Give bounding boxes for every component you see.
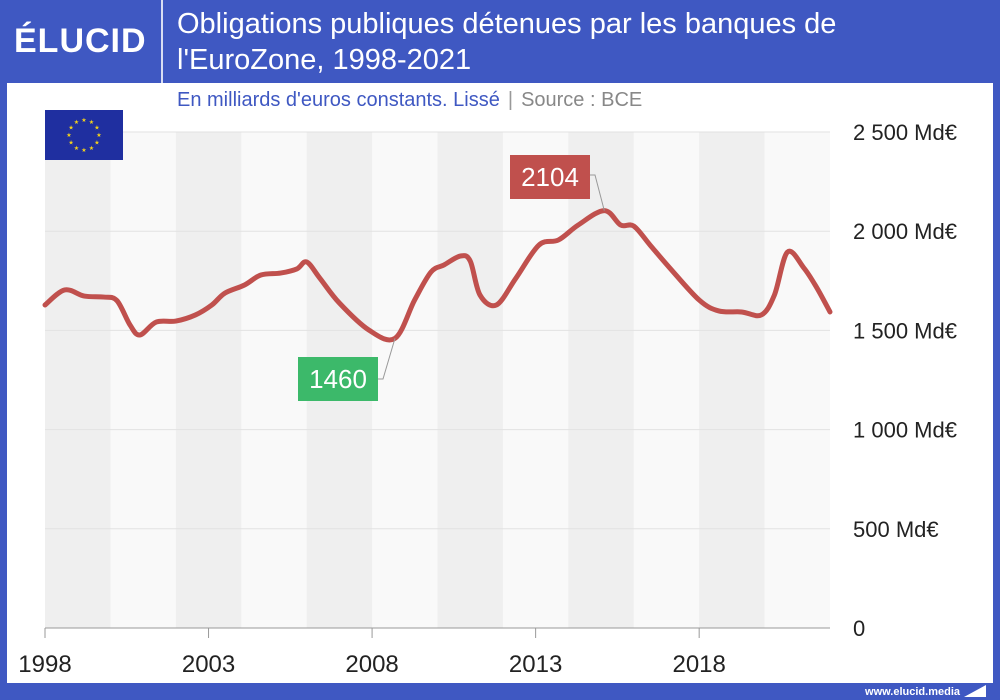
- footer-url: www.elucid.media: [865, 686, 960, 698]
- series-line: [42, 208, 833, 343]
- source-text: Source : BCE: [521, 89, 643, 111]
- y-tick-label: 2 500 Md€: [853, 120, 957, 145]
- band: [437, 132, 503, 628]
- subtitle-text: En milliards d'euros constants. Lissé: [177, 89, 500, 111]
- eu-flag-icon: ★ ★ ★ ★ ★ ★ ★ ★ ★ ★ ★ ★: [45, 110, 123, 160]
- annotation-box-max: [510, 155, 590, 199]
- annotation-leader: [590, 174, 605, 211]
- elucid-logo: ÉLUCID: [14, 22, 147, 60]
- chart-subtitle: En milliards d'euros constants. Lissé | So…: [177, 89, 642, 112]
- flag-star: ★: [94, 140, 99, 147]
- y-tick-label: 0: [853, 616, 865, 641]
- annotation-label-max: 2104: [521, 162, 579, 192]
- x-tick-label: 2018: [672, 651, 725, 678]
- flag-star: ★: [89, 145, 94, 152]
- x-tick-label: 1998: [18, 651, 71, 678]
- band: [699, 132, 765, 628]
- x-tick-label: 2013: [509, 651, 562, 678]
- flag-star: ★: [74, 119, 79, 126]
- flag-star: ★: [66, 132, 71, 139]
- subtitle-separator: |: [507, 89, 514, 111]
- y-tick-label: 1 500 Md€: [853, 318, 957, 343]
- band: [45, 132, 111, 628]
- x-tick-label: 2003: [182, 651, 235, 678]
- flag-star: ★: [81, 117, 86, 124]
- header-divider: [161, 0, 163, 83]
- elucid-footer-icon: [964, 685, 986, 697]
- y-tick-label: 500 Md€: [853, 517, 939, 542]
- annotation-label-min: 1460: [309, 364, 367, 394]
- flag-star: ★: [68, 125, 73, 132]
- flag-star: ★: [94, 125, 99, 132]
- annotation-leader: [378, 338, 396, 380]
- chart-title: Obligations publiques détenues par les b…: [177, 8, 837, 76]
- header: ÉLUCID Obligations publiques détenues pa…: [0, 0, 1000, 83]
- flag-star: ★: [68, 140, 73, 147]
- y-tick-label: 1 000 Md€: [853, 418, 957, 443]
- flag-star: ★: [74, 145, 79, 152]
- annotation-box-min: [298, 357, 378, 401]
- flag-star: ★: [81, 147, 86, 154]
- flag-star: ★: [96, 132, 101, 139]
- band: [568, 132, 634, 628]
- flag-star: ★: [89, 119, 94, 126]
- band: [175, 132, 242, 628]
- y-tick-label: 2 000 Md€: [853, 219, 957, 244]
- x-tick-label: 2008: [345, 651, 398, 678]
